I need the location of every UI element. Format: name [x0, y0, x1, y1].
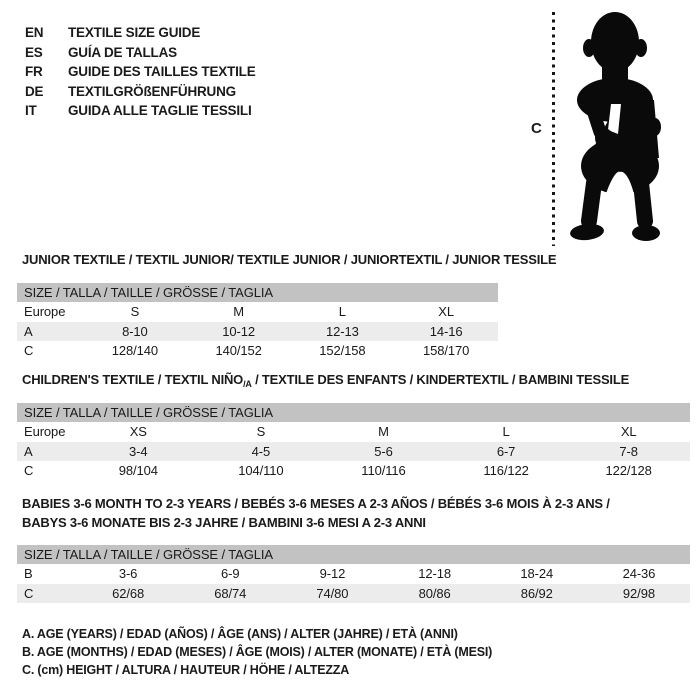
age-cell: 10-12	[222, 323, 255, 339]
language-title: GUIDE DES TAILLES TEXTILE	[68, 64, 256, 80]
age-cell: 12-13	[326, 323, 359, 339]
language-title: GUIDA ALLE TAGLIE TESSILI	[68, 103, 252, 119]
height-marker-label: C	[531, 120, 542, 137]
language-code: FR	[25, 64, 43, 80]
table-row-height: C 98/104 104/110 110/116 116/122 122/128	[17, 461, 690, 481]
language-title: GUÍA DE TALLAS	[68, 44, 177, 60]
age-cell: 5-6	[374, 443, 393, 459]
children-size-table: SIZE / TALLA / TAILLE / GRÖSSE / TAGLIA …	[17, 403, 690, 481]
age-cell: 7-8	[619, 443, 638, 459]
row-label: A	[24, 323, 33, 339]
children-title-sub: /A	[243, 379, 252, 389]
babies-title-line2: BABYS 3-6 MONATE BIS 2-3 JAHRE / BAMBINI…	[22, 514, 426, 530]
size-header-bar: SIZE / TALLA / TAILLE / GRÖSSE / TAGLIA	[17, 283, 498, 302]
toddler-silhouette-icon	[570, 12, 661, 241]
language-list: EN TEXTILE SIZE GUIDE ES GUÍA DE TALLAS …	[25, 23, 256, 121]
height-cell: 110/116	[361, 463, 406, 478]
junior-size-table: SIZE / TALLA / TAILLE / GRÖSSE / TAGLIA …	[17, 283, 498, 361]
children-title-post: / TEXTILE DES ENFANTS / KINDERTEXTIL / B…	[251, 372, 630, 387]
age-cell: 6-7	[496, 443, 516, 459]
height-cell: 74/80	[316, 585, 349, 601]
height-cell: 92/98	[622, 585, 655, 601]
height-cell: 68/74	[214, 585, 247, 601]
language-code: EN	[25, 25, 44, 41]
size-cell: L	[502, 424, 510, 439]
size-cell: M	[233, 304, 244, 319]
size-cell: M	[378, 424, 389, 439]
language-code: IT	[25, 103, 37, 119]
height-cell: 98/104	[118, 463, 158, 478]
row-label: A	[24, 443, 33, 459]
language-code: DE	[25, 83, 44, 99]
legend-notes: A. AGE (YEARS) / EDAD (AÑOS) / ÂGE (ANS)…	[22, 625, 492, 679]
table-row-height: C 128/140 140/152 152/158 158/170	[17, 341, 498, 361]
height-cell: 158/170	[422, 343, 470, 358]
age-cell: 3-4	[129, 443, 148, 459]
legend-note-c: C. (cm) HEIGHT / ALTURA / HAUTEUR / HÖHE…	[22, 663, 350, 677]
language-row-en: EN TEXTILE SIZE GUIDE	[25, 23, 256, 43]
height-cell: 152/158	[319, 343, 366, 358]
height-cell: 116/122	[483, 463, 529, 478]
age-cell: 4-5	[251, 443, 271, 459]
size-header-bar: SIZE / TALLA / TAILLE / GRÖSSE / TAGLIA	[17, 403, 690, 422]
size-cell: XS	[129, 424, 147, 439]
height-dashed-line	[552, 12, 555, 246]
size-header-bar: SIZE / TALLA / TAILLE / GRÖSSE / TAGLIA	[17, 545, 690, 564]
junior-table-title: JUNIOR TEXTILE / TEXTIL JUNIOR/ TEXTILE …	[22, 252, 557, 267]
height-cell: 128/140	[111, 343, 159, 358]
size-cell: L	[338, 304, 346, 319]
language-code: ES	[25, 44, 43, 60]
table-row-europe: Europe S M L XL	[17, 302, 498, 322]
height-cell: 62/68	[112, 585, 145, 601]
table-row-height: C 62/68 68/74 74/80 80/86 86/92 92/98	[17, 583, 690, 603]
months-cell: 12-18	[418, 566, 451, 581]
size-cell: XL	[620, 424, 637, 439]
row-label: C	[24, 343, 34, 358]
language-row-de: DE TEXTILGRÖßENFÜHRUNG	[25, 82, 256, 102]
legend-note-a: A. AGE (YEARS) / EDAD (AÑOS) / ÂGE (ANS)…	[22, 627, 458, 641]
months-cell: 6-9	[221, 566, 240, 581]
row-label: C	[24, 585, 34, 601]
row-label: Europe	[24, 424, 66, 439]
table-row-age: A 3-4 4-5 5-6 6-7 7-8	[17, 441, 690, 461]
height-cell: 122/128	[605, 463, 652, 478]
language-row-fr: FR GUIDE DES TAILLES TEXTILE	[25, 62, 256, 82]
table-row-age: A 8-10 10-12 12-13 14-16	[17, 321, 498, 341]
row-label: B	[24, 566, 33, 581]
table-row-months: B 3-6 6-9 9-12 12-18 18-24 24-36	[17, 564, 690, 584]
children-table-title: CHILDREN'S TEXTILE / TEXTIL NIÑO/A / TEX…	[22, 372, 629, 389]
height-cell: 86/92	[520, 585, 553, 601]
size-cell: S	[130, 304, 140, 319]
babies-table-title: BABIES 3-6 MONTH TO 2-3 YEARS / BEBÉS 3-…	[22, 495, 610, 532]
table-row-europe: Europe XS S M L XL	[17, 422, 690, 442]
months-cell: 18-24	[520, 566, 554, 581]
row-label: Europe	[24, 304, 66, 319]
legend-note-b: B. AGE (MONTHS) / EDAD (MESES) / ÂGE (MO…	[22, 645, 493, 659]
babies-title-line1: BABIES 3-6 MONTH TO 2-3 YEARS / BEBÉS 3-…	[22, 496, 610, 511]
language-title: TEXTILGRÖßENFÜHRUNG	[68, 83, 236, 99]
age-cell: 14-16	[429, 323, 463, 339]
language-row-es: ES GUÍA DE TALLAS	[25, 43, 256, 63]
age-cell: 8-10	[122, 323, 148, 339]
height-cell: 80/86	[418, 585, 451, 601]
months-cell: 3-6	[118, 566, 138, 581]
size-cell: S	[256, 424, 266, 439]
children-title-pre: CHILDREN'S TEXTILE / TEXTIL NIÑO	[22, 372, 244, 387]
months-cell: 24-36	[622, 566, 656, 581]
language-row-it: IT GUIDA ALLE TAGLIE TESSILI	[25, 101, 256, 121]
height-cell: 140/152	[215, 343, 262, 358]
size-cell: XL	[438, 304, 454, 319]
row-label: C	[24, 463, 34, 478]
language-title: TEXTILE SIZE GUIDE	[68, 25, 201, 41]
babies-size-table: SIZE / TALLA / TAILLE / GRÖSSE / TAGLIA …	[17, 545, 690, 603]
months-cell: 9-12	[319, 566, 346, 581]
height-cell: 104/110	[238, 463, 284, 478]
